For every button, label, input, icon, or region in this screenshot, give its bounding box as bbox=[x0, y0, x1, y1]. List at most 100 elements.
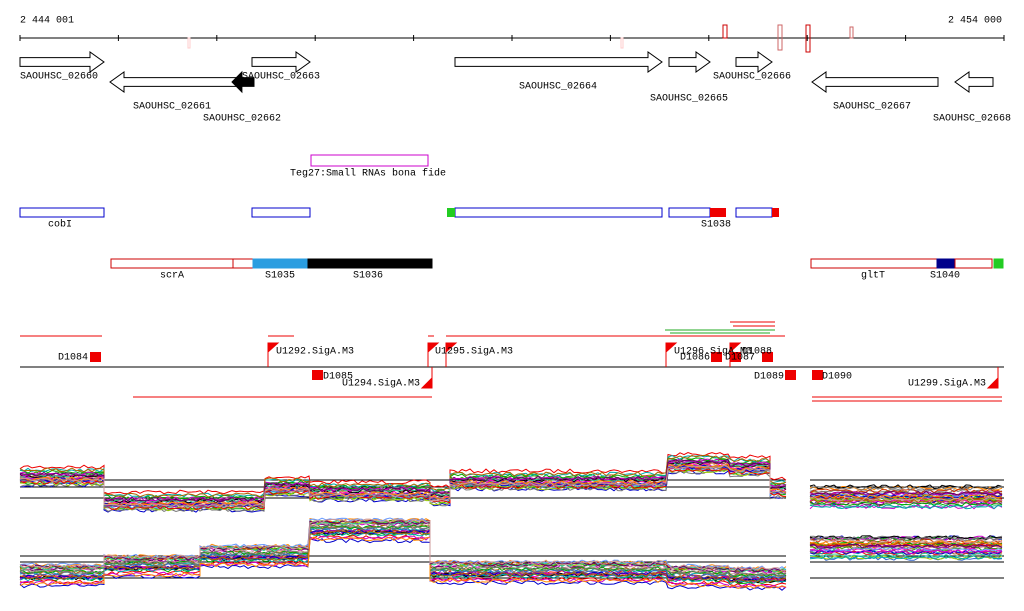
promoter-label: D1084 bbox=[58, 353, 88, 364]
site-mark bbox=[620, 37, 624, 49]
expression-profile bbox=[19, 517, 787, 571]
expression-profile bbox=[19, 535, 787, 589]
expression-profile bbox=[19, 454, 787, 498]
expression-profile bbox=[809, 496, 1003, 502]
feature-box bbox=[735, 207, 773, 218]
expression-profile bbox=[809, 485, 1003, 491]
promoter-site bbox=[730, 352, 741, 362]
promoter-label: D1085 bbox=[323, 372, 353, 383]
feature-mark bbox=[772, 208, 779, 217]
gene-arrow bbox=[109, 71, 241, 93]
expression-profile bbox=[19, 464, 787, 508]
expression-profile bbox=[19, 534, 787, 587]
gene-arrow bbox=[954, 71, 994, 93]
expression-profile bbox=[19, 465, 787, 508]
expression-profile bbox=[19, 536, 787, 589]
gene-label: SAOUHSC_02666 bbox=[713, 72, 791, 83]
gene-label: SAOUHSC_02668 bbox=[933, 114, 1011, 125]
promoter-label: D1088 bbox=[742, 347, 772, 358]
operon-box bbox=[307, 258, 433, 269]
promoter-label: D1086 bbox=[680, 353, 710, 364]
promoter-site bbox=[986, 367, 999, 389]
promoter-label: U1292.SigA.M3 bbox=[276, 346, 354, 358]
gene-label: SAOUHSC_02663 bbox=[242, 72, 320, 83]
promoter-site bbox=[445, 342, 458, 367]
promoter-label: U1294.SigA.M3 bbox=[342, 378, 420, 390]
expression-profile bbox=[809, 493, 1003, 500]
expression-profile bbox=[19, 451, 787, 495]
operon-label: S1036 bbox=[353, 271, 383, 282]
gene-label: SAOUHSC_02660 bbox=[20, 72, 98, 83]
feature-box bbox=[668, 207, 711, 218]
expression-profile bbox=[19, 524, 787, 578]
expression-profile bbox=[19, 467, 787, 511]
site-mark bbox=[777, 24, 783, 51]
expression-profile bbox=[19, 459, 787, 502]
promoter-site bbox=[729, 342, 742, 367]
srna-label: Teg27:Small RNAs bona fide bbox=[290, 168, 446, 180]
operon-box bbox=[954, 258, 993, 269]
operon-box bbox=[810, 258, 938, 269]
expression-profile bbox=[19, 531, 787, 585]
operon-label: S1040 bbox=[930, 271, 960, 282]
expression-profile bbox=[809, 548, 1003, 554]
expression-profile bbox=[809, 536, 1003, 542]
srna-box bbox=[310, 154, 429, 167]
expression-profile bbox=[809, 543, 1003, 549]
operon-box bbox=[232, 258, 254, 269]
promoter-site bbox=[711, 352, 722, 362]
feature-label: cobI bbox=[48, 219, 72, 231]
promoter-label: D1090 bbox=[822, 372, 852, 383]
site-mark bbox=[805, 24, 811, 53]
operon-label: scrA bbox=[160, 271, 184, 282]
site-mark bbox=[849, 26, 854, 39]
axis-end: 2 454 000 bbox=[948, 16, 1002, 27]
expression-profile bbox=[19, 463, 787, 507]
expression-profile bbox=[19, 518, 787, 572]
gene-arrow bbox=[251, 51, 311, 73]
promoter-site bbox=[267, 342, 280, 367]
axis-start: 2 444 001 bbox=[20, 16, 74, 27]
promoter-label: D1087 bbox=[725, 353, 755, 364]
promoter-label: U1296.SigA.M3 bbox=[674, 346, 752, 358]
operon-box bbox=[110, 258, 234, 269]
gene-arrow bbox=[668, 51, 711, 73]
feature-mark bbox=[710, 208, 726, 217]
gene-arrow bbox=[231, 70, 255, 94]
feature-mark bbox=[447, 208, 455, 217]
expression-profile bbox=[809, 496, 1003, 502]
gene-label: SAOUHSC_02665 bbox=[650, 94, 728, 105]
gene-arrow bbox=[811, 71, 939, 93]
promoter-label: U1295.SigA.M3 bbox=[435, 346, 513, 358]
feature-box bbox=[454, 207, 663, 218]
operon-box bbox=[252, 258, 309, 269]
expression-profile bbox=[19, 524, 787, 578]
operon-label: S1035 bbox=[265, 271, 295, 282]
promoter-site bbox=[427, 342, 440, 367]
operon-box bbox=[993, 258, 1004, 269]
gene-label: SAOUHSC_02662 bbox=[203, 114, 281, 125]
expression-profile bbox=[809, 498, 1003, 504]
promoter-label: U1299.SigA.M3 bbox=[908, 378, 986, 390]
operon-box bbox=[936, 258, 956, 269]
promoter-site bbox=[785, 370, 796, 380]
gene-label: SAOUHSC_02667 bbox=[833, 102, 911, 113]
expression-profile bbox=[19, 529, 787, 583]
promoter-site bbox=[90, 352, 101, 362]
gene-label: SAOUHSC_02664 bbox=[519, 82, 597, 93]
promoter-label: D1089 bbox=[754, 372, 784, 383]
operon-label: gltT bbox=[861, 270, 885, 282]
site-mark bbox=[722, 24, 728, 39]
expression-profile bbox=[809, 504, 1003, 510]
promoter-site bbox=[762, 352, 773, 362]
expression-profile bbox=[809, 554, 1003, 560]
feature-label: S1038 bbox=[701, 220, 731, 231]
expression-profile bbox=[809, 490, 1003, 496]
expression-profile bbox=[20, 519, 787, 573]
expression-profile bbox=[809, 538, 1003, 544]
gene-arrow bbox=[454, 51, 663, 73]
expression-profile bbox=[809, 549, 1003, 555]
promoter-site bbox=[312, 370, 323, 380]
gene-label: SAOUHSC_02661 bbox=[133, 102, 211, 113]
